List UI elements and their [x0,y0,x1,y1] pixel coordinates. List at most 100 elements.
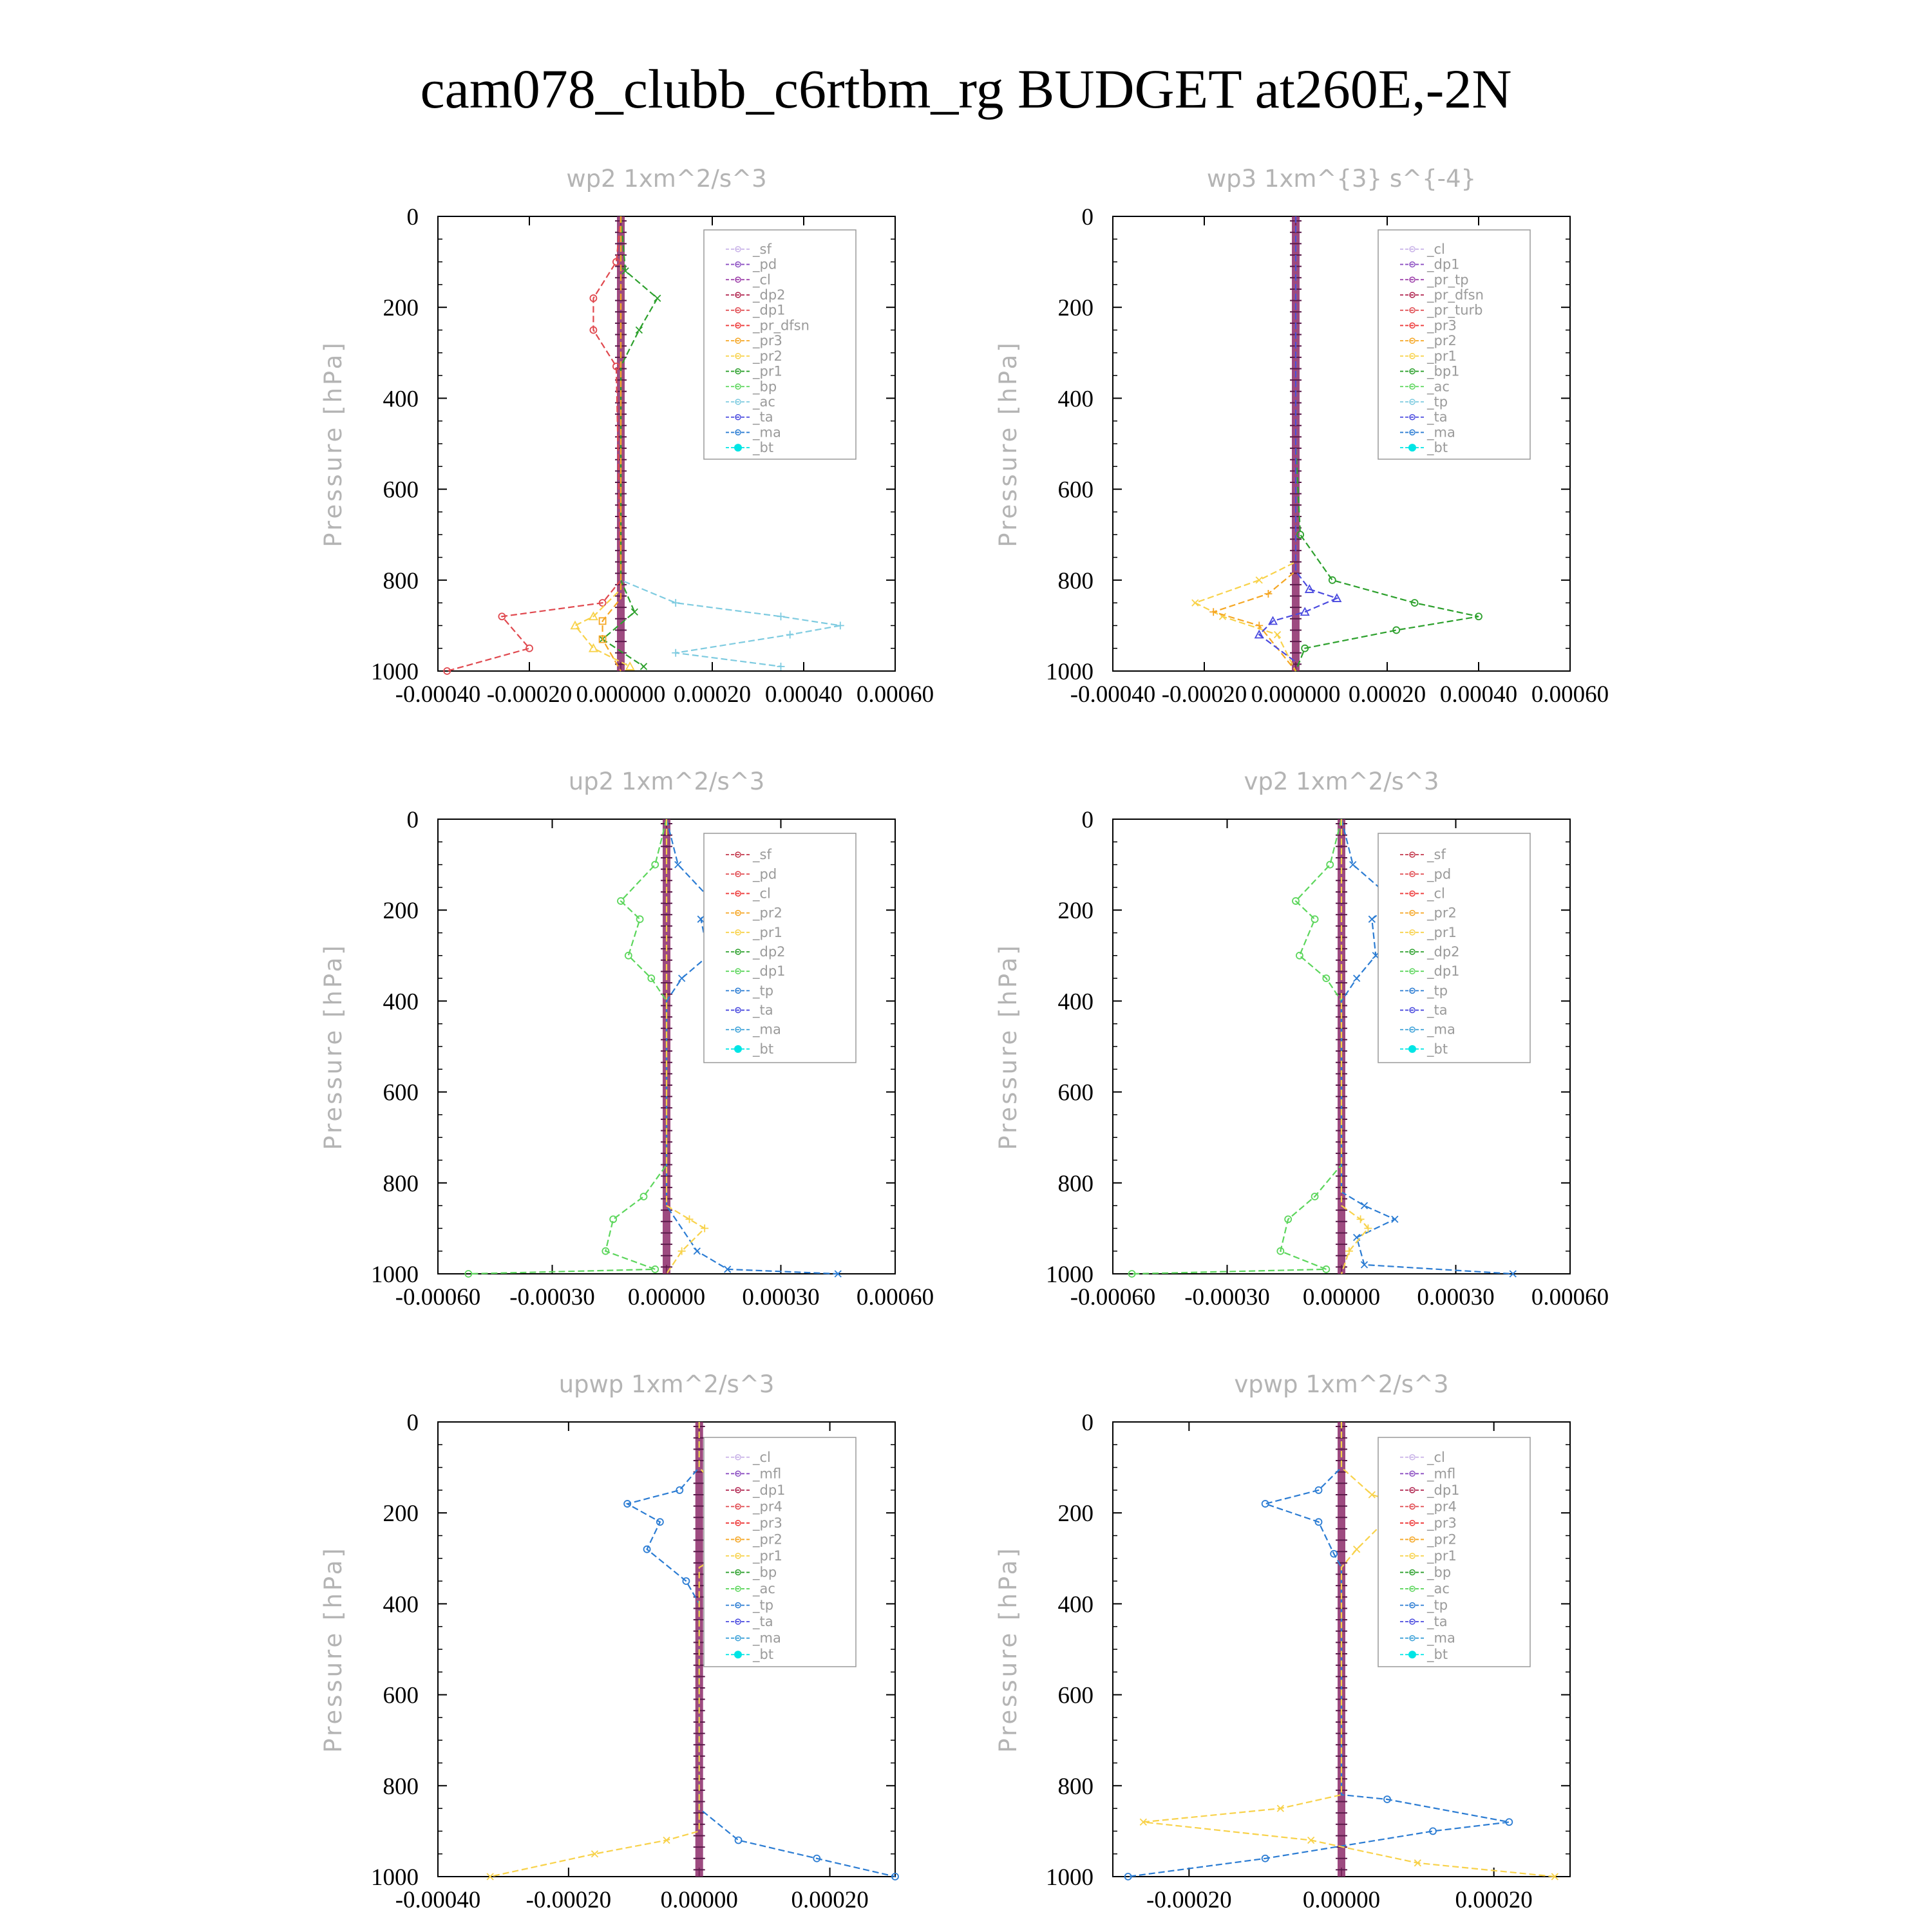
series-point [588,611,598,621]
series-point [1356,1215,1365,1224]
series-point [1326,860,1334,869]
x-tick-label: -0.00030 [1184,1284,1270,1311]
legend-marker [1409,1586,1416,1592]
y-tick-label: 1000 [371,659,419,685]
series-point [786,630,794,639]
series-point [1314,1486,1323,1494]
legend-label: _tp [1426,983,1448,999]
chart-panel-3: up2 1xm^2/s^3 Pressure [hPa] 0 200 400 600 800… [319,768,934,1311]
series-point [682,1577,690,1586]
series-point [674,860,682,869]
x-tick-label: -0.00040 [1070,681,1156,708]
series-point [1209,608,1218,616]
legend-marker [735,987,741,994]
chart-panel-4: vp2 1xm^2/s^3 Pressure [hPa] 0 200 400 600 800… [994,768,1609,1311]
legend-label: _ac [752,394,775,410]
series-point [654,294,661,302]
legend-marker [735,1470,741,1477]
series-point [1267,616,1278,625]
legend-label: _cl [1426,1450,1445,1466]
series-point [1475,612,1482,621]
series-line-bp1 [1294,216,1479,672]
legend-label: _dp1 [1426,257,1460,273]
series-point [1551,1873,1558,1880]
legend-label: _bt [752,1647,773,1663]
legend: _sf _pd _cl _pr2 _pr1 _dp2 _dp1 _tp _ta _ma _bt [703,833,857,1063]
series-point [651,860,659,869]
y-tick-label: 1000 [1046,659,1094,685]
series-line-pr2 [1211,216,1297,672]
legend-marker [1409,1602,1416,1609]
series-point [1322,1265,1331,1273]
legend-marker [735,1553,741,1559]
x-tick-label: 0.000000 [1251,681,1341,708]
chart-panel-2: wp3 1xm^{3} s^{-4} Pressure [hPa] 0 200 400 6… [994,165,1609,708]
series-point [1296,951,1303,960]
series-point [1349,860,1357,869]
series-point [1311,1193,1319,1200]
legend-marker [1409,368,1416,375]
legend-label: _sf [752,242,772,258]
legend-label: _ac [752,1581,775,1597]
legend-marker [1409,383,1416,390]
legend-label: _pr4 [752,1499,782,1515]
series-point [1410,599,1419,607]
legend-label: _ma [752,1022,781,1038]
legend-label: _pr2 [752,905,782,922]
legend-marker [735,871,741,878]
series-point [464,1270,473,1278]
series-point [589,326,598,334]
legend-marker [1409,909,1416,916]
x-tick-label: 0.00000 [661,1887,738,1913]
y-tick-label: 400 [1058,989,1094,1015]
panel-title: vpwp 1xm^2/s^3 [1234,1370,1448,1398]
legend-label: _pd [752,257,777,273]
y-tick-label: 0 [1082,204,1094,231]
legend-marker [1409,353,1416,359]
x-tick-label: 0.00020 [791,1887,868,1913]
series-point [1429,1827,1437,1835]
legend-label: _pr_turb [1426,303,1482,319]
legend-label: _pd [752,866,777,882]
series-point [777,662,785,670]
series-line-pr1 [1143,1422,1555,1878]
y-tick-label: 1000 [371,1262,419,1288]
series-point [685,1215,694,1224]
x-tick-label: -0.00030 [509,1284,595,1311]
legend-label: _ma [1426,1631,1455,1647]
legend-label: _tp [752,983,773,999]
series-point [677,1247,686,1255]
legend-label: _pr1 [1426,1548,1457,1564]
series-point [617,897,625,905]
legend-label: _dp2 [752,944,786,960]
series-point [609,1215,618,1224]
series-point [1296,531,1304,539]
series-point [1307,1836,1315,1844]
series-point [1264,589,1273,598]
series-point [836,621,844,630]
series-point [612,258,620,266]
y-axis-label: Pressure [hPa] [994,943,1022,1150]
y-tick-label: 200 [383,295,419,321]
series-point [1276,1804,1284,1812]
legend-label: _pr2 [1426,905,1457,922]
legend-label: _pr2 [752,348,782,365]
legend-label: _dp1 [752,303,786,319]
y-tick-label: 400 [383,1591,419,1618]
legend-label: _bt [1426,440,1448,456]
series-point [1139,1818,1147,1826]
y-tick-label: 400 [1058,1591,1094,1618]
series-point [1314,1518,1323,1526]
series-point [1332,593,1342,602]
legend-marker [1409,261,1416,268]
series-point [570,620,580,630]
series-point [1392,626,1401,634]
legend-label: _tp [1426,394,1448,410]
x-tick-label: -0.00060 [395,1284,481,1311]
x-tick-label: -0.00020 [526,1887,612,1913]
legend-label: _sf [1426,847,1446,863]
x-tick-label: 0.00040 [1440,681,1517,708]
legend-marker [735,1618,741,1625]
series-point [697,915,705,923]
series-line-dp1 [468,819,668,1275]
